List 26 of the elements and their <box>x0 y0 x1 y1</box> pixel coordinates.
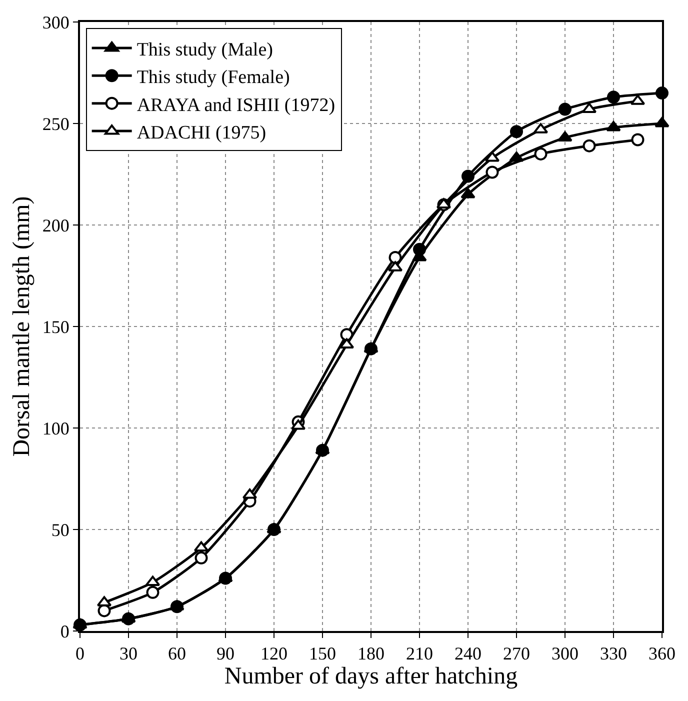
y-tick-label: 0 <box>60 621 70 642</box>
x-tick-label: 90 <box>216 644 234 664</box>
x-tick-label: 180 <box>358 644 384 664</box>
x-tick-label: 210 <box>406 644 433 664</box>
x-tick-label: 240 <box>454 644 482 664</box>
x-tick-label: 120 <box>260 644 288 664</box>
x-tick-label: 330 <box>600 644 627 664</box>
legend-label: ARAYA and ISHII (1972) <box>136 94 336 116</box>
y-tick-label: 300 <box>42 12 70 32</box>
y-tick-label: 200 <box>42 215 70 236</box>
legend-label: ADACHI (1975) <box>136 122 266 144</box>
x-tick-label: 300 <box>552 644 578 664</box>
x-tick-label: 270 <box>503 644 530 664</box>
y-tick-label: 150 <box>42 316 70 337</box>
x-axis-title: Number of days after hatching <box>224 664 518 690</box>
x-tick-label: 0 <box>76 644 84 664</box>
x-tick-label: 150 <box>309 644 336 664</box>
y-axis-title: Dorsal mantle length (mm) <box>9 196 35 457</box>
x-tick-label: 30 <box>120 644 138 664</box>
y-tick-label: 100 <box>42 418 70 438</box>
legend-label: This study (Female) <box>136 67 290 88</box>
y-tick-label: 50 <box>51 520 70 540</box>
y-tick-label: 250 <box>42 114 70 134</box>
legend-label: This study (Male) <box>136 39 273 60</box>
x-tick-label: 60 <box>168 644 186 664</box>
x-tick-label: 360 <box>648 644 676 664</box>
